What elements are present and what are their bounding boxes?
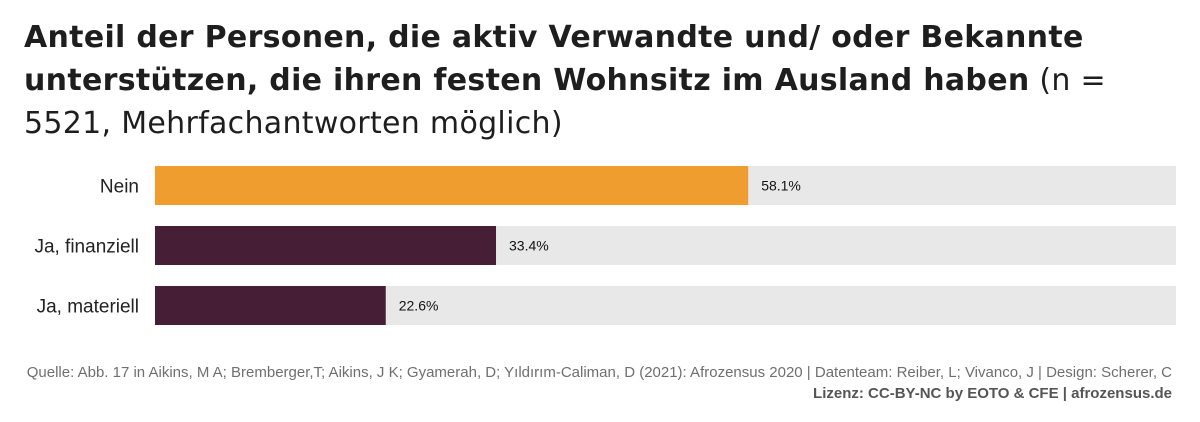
chart-title-main: Anteil der Personen, die aktiv Verwandte… [24,20,1084,98]
source-note: Quelle: Abb. 17 in Aikins, M A; Bremberg… [26,364,1172,381]
bar-ja-materiell [155,286,386,325]
value-label-ja-materiell: 22.6% [399,298,439,314]
category-label-ja-materiell: Ja, materiell [37,297,139,318]
license-note: Lizenz: CC-BY-NC by EOTO & CFE | afrozen… [813,385,1172,402]
value-label-nein: 58.1% [761,178,801,194]
bar-ja-finanziell [155,226,497,265]
chart-title: Anteil der Personen, die aktiv Verwandte… [24,16,1174,145]
category-label-nein: Nein [100,177,139,198]
bar-nein [155,166,749,205]
bar-chart: Nein 58.1% Ja, finanziell 33.4% Ja, materiel… [34,166,1176,325]
chart-title-note: (n = 5521, Mehrfachantworten möglich) [24,63,1106,141]
category-label-ja-finanziell: Ja, finanziell [34,237,139,258]
value-label-ja-finanziell: 33.4% [509,238,549,254]
